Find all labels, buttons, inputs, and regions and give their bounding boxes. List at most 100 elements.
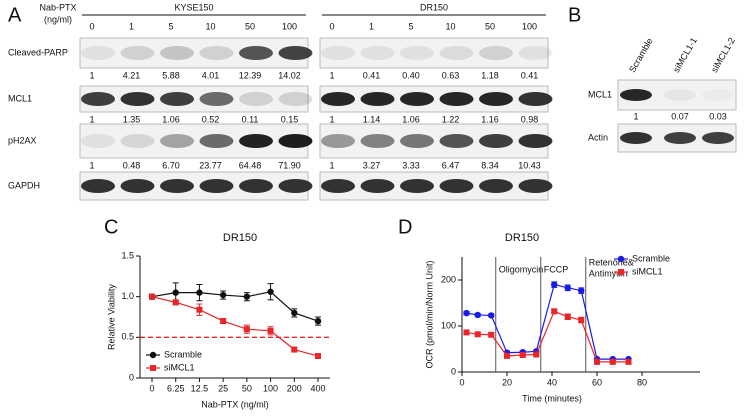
dose-label: 0 bbox=[329, 21, 334, 31]
y-tick-label: 1.5 bbox=[121, 250, 134, 260]
quant-value: 23.77 bbox=[199, 160, 222, 170]
chart-title: DR150 bbox=[505, 232, 539, 244]
blot-band bbox=[120, 134, 155, 148]
blot-band bbox=[702, 89, 734, 101]
blot-band bbox=[479, 179, 513, 193]
blot-band bbox=[360, 92, 395, 106]
y-axis-label: OCR (pmol/min/Norm Unit) bbox=[424, 260, 434, 368]
data-point bbox=[488, 331, 495, 338]
data-point bbox=[594, 358, 600, 365]
blot-band bbox=[702, 132, 734, 144]
legend-label: siMCL1 bbox=[632, 266, 663, 276]
blot-band bbox=[439, 46, 474, 60]
protein-label: Cleaved-PARP bbox=[8, 47, 68, 57]
quant-value: 0.41 bbox=[521, 70, 539, 80]
quant-value: 0.40 bbox=[402, 70, 420, 80]
data-point bbox=[196, 306, 203, 313]
treatment-label: Nab-PTX bbox=[39, 2, 76, 12]
quant-value: 0.07 bbox=[671, 111, 689, 121]
data-point bbox=[243, 326, 250, 333]
blot-band bbox=[518, 134, 553, 148]
blot-band bbox=[120, 92, 155, 106]
blot-band bbox=[199, 134, 234, 148]
blot-band bbox=[360, 134, 395, 148]
dose-label: 10 bbox=[205, 21, 215, 31]
data-point bbox=[533, 351, 540, 358]
quant-value: 1.18 bbox=[481, 70, 499, 80]
x-tick-label: 200 bbox=[287, 383, 302, 393]
y-tick-label: 1.0 bbox=[121, 291, 134, 301]
x-axis-label: Nab-PTX (ng/ml) bbox=[201, 399, 269, 409]
data-point bbox=[291, 309, 298, 317]
x-tick-label: 400 bbox=[310, 383, 325, 393]
blot-band bbox=[439, 134, 474, 148]
blot-band bbox=[479, 46, 513, 60]
data-point bbox=[551, 308, 558, 315]
series-line bbox=[466, 283, 629, 360]
blot-band bbox=[400, 134, 434, 148]
quant-value: 1.22 bbox=[442, 114, 460, 124]
protein-label: Actin bbox=[588, 132, 608, 142]
data-point bbox=[149, 293, 155, 300]
blot-band bbox=[199, 179, 234, 193]
blot-band bbox=[620, 89, 652, 101]
quant-value: 1 bbox=[329, 114, 334, 124]
data-point bbox=[196, 289, 203, 296]
dose-label: 50 bbox=[245, 21, 255, 31]
dose-label: 100 bbox=[522, 21, 537, 31]
quant-value: 1 bbox=[89, 114, 94, 124]
data-point bbox=[474, 331, 481, 338]
y-tick-label: 0 bbox=[451, 366, 456, 376]
blot-band bbox=[360, 179, 395, 193]
blot-band bbox=[518, 46, 553, 60]
quant-value: 1.16 bbox=[481, 114, 499, 124]
y-tick-label: 0 bbox=[129, 372, 134, 382]
quant-value: 1 bbox=[633, 111, 638, 121]
blot-band bbox=[199, 46, 234, 60]
blot-band bbox=[160, 92, 194, 106]
blot-band bbox=[518, 179, 553, 193]
blot-band bbox=[278, 134, 313, 148]
dose-label: 5 bbox=[408, 21, 413, 31]
data-point bbox=[220, 318, 227, 325]
quant-value: 0.41 bbox=[363, 70, 381, 80]
sample-label: Scramble bbox=[627, 36, 655, 74]
legend-label: Scramble bbox=[632, 253, 670, 263]
quant-value: 1.06 bbox=[162, 114, 180, 124]
blot-band bbox=[400, 92, 434, 106]
data-point bbox=[564, 313, 571, 320]
panel-label: D bbox=[398, 216, 412, 238]
blot-band bbox=[321, 46, 355, 60]
treatment-unit: (ng/ml) bbox=[44, 14, 72, 24]
x-tick-label: 12.5 bbox=[191, 383, 209, 393]
quant-value: 1 bbox=[329, 160, 334, 170]
blot-band bbox=[278, 46, 313, 60]
quant-value: 3.27 bbox=[363, 160, 381, 170]
blot-membrane bbox=[319, 37, 549, 69]
blot-band bbox=[81, 134, 115, 148]
protein-label: MCL1 bbox=[8, 93, 32, 103]
quant-value: 71.90 bbox=[278, 160, 301, 170]
data-point bbox=[474, 311, 481, 319]
data-point bbox=[314, 317, 322, 325]
y-tick-label: 100 bbox=[441, 320, 456, 330]
data-point bbox=[504, 352, 510, 359]
data-point bbox=[172, 289, 179, 296]
blot-band bbox=[479, 134, 513, 148]
dose-label: 100 bbox=[282, 21, 297, 31]
data-point bbox=[463, 309, 470, 317]
blot-band bbox=[321, 92, 355, 106]
quant-value: 4.01 bbox=[202, 70, 220, 80]
protein-label: MCL1 bbox=[588, 89, 612, 99]
x-axis-label: Time (minutes) bbox=[522, 393, 582, 403]
x-tick-label: 50 bbox=[242, 383, 252, 393]
dose-label: 1 bbox=[369, 21, 374, 31]
quant-value: 1 bbox=[89, 160, 94, 170]
blot-band bbox=[278, 92, 313, 106]
quant-value: 5.88 bbox=[162, 70, 180, 80]
dose-label: 5 bbox=[168, 21, 173, 31]
blot-band bbox=[239, 46, 273, 60]
data-point bbox=[267, 288, 274, 295]
data-point bbox=[463, 329, 470, 336]
blot-band bbox=[439, 92, 474, 106]
